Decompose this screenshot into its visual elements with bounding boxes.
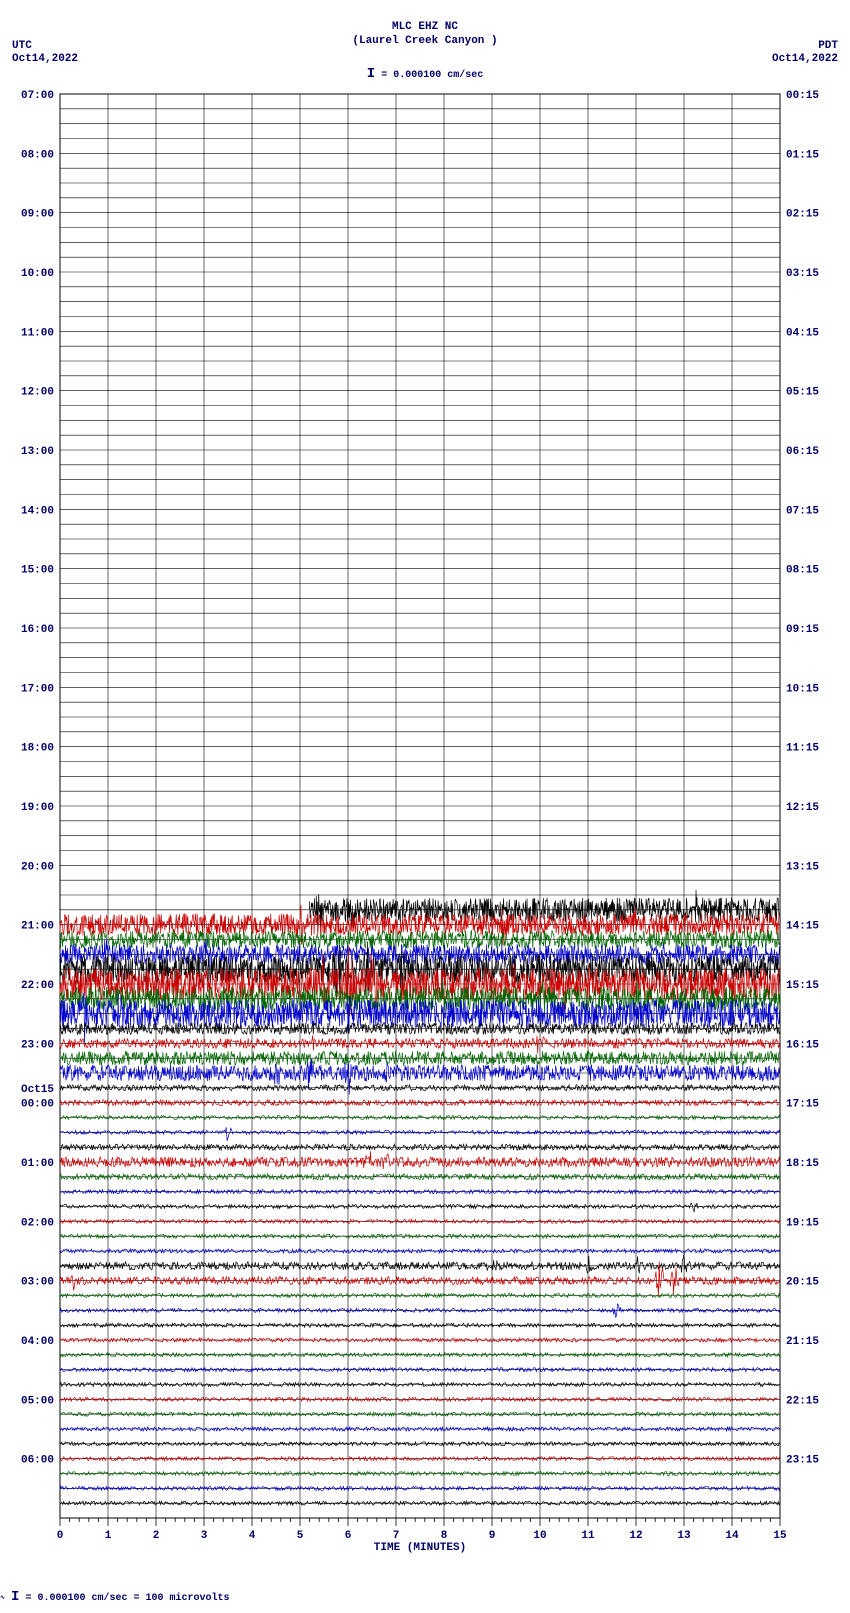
svg-text:TIME (MINUTES): TIME (MINUTES) [374,1542,466,1554]
svg-text:21:15: 21:15 [786,1336,819,1348]
footer-text: = 0.000100 cm/sec = 100 microvolts [25,1593,229,1604]
svg-text:13: 13 [677,1530,691,1542]
svg-text:07:15: 07:15 [786,505,819,517]
left-date-label: Oct14,2022 [12,53,78,66]
right-tz-label: PDT [772,40,838,53]
svg-text:19:00: 19:00 [21,802,54,814]
svg-text:14:00: 14:00 [21,505,54,517]
svg-text:05:00: 05:00 [21,1395,54,1407]
svg-text:5: 5 [297,1530,304,1542]
svg-text:02:15: 02:15 [786,209,819,221]
svg-text:01:15: 01:15 [786,149,819,161]
left-tz-label: UTC [12,40,78,53]
station-name: (Laurel Creek Canyon ) [0,34,850,48]
svg-text:03:15: 03:15 [786,268,819,280]
svg-text:06:15: 06:15 [786,446,819,458]
svg-text:15:15: 15:15 [786,980,819,992]
svg-text:15:00: 15:00 [21,565,54,577]
svg-text:10:00: 10:00 [21,268,54,280]
svg-text:03:00: 03:00 [21,1277,54,1289]
scale-text: = 0.000100 cm/sec [381,70,483,81]
svg-text:13:15: 13:15 [786,861,819,873]
svg-text:16:00: 16:00 [21,624,54,636]
svg-text:15: 15 [773,1530,787,1542]
svg-text:12:15: 12:15 [786,802,819,814]
station-id: MLC EHZ NC [0,20,850,34]
svg-text:04:15: 04:15 [786,327,819,339]
svg-text:17:15: 17:15 [786,1099,819,1111]
svg-text:2: 2 [153,1530,160,1542]
svg-text:3: 3 [201,1530,208,1542]
svg-text:11:00: 11:00 [21,327,54,339]
svg-text:19:15: 19:15 [786,1217,819,1229]
svg-text:00:15: 00:15 [786,90,819,102]
svg-text:0: 0 [57,1530,64,1542]
svg-text:9: 9 [489,1530,496,1542]
svg-text:8: 8 [441,1530,448,1542]
plot-area: 0123456789101112131415TIME (MINUTES)07:0… [60,90,780,1552]
svg-text:18:15: 18:15 [786,1158,819,1170]
svg-text:20:15: 20:15 [786,1277,819,1289]
seismogram-svg: 0123456789101112131415TIME (MINUTES)07:0… [60,90,780,1552]
svg-text:00:00: 00:00 [21,1099,54,1111]
svg-text:10: 10 [533,1530,546,1542]
svg-text:02:00: 02:00 [21,1217,54,1229]
svg-text:4: 4 [249,1530,256,1542]
svg-text:23:15: 23:15 [786,1455,819,1467]
svg-text:07:00: 07:00 [21,90,54,102]
svg-text:7: 7 [393,1530,400,1542]
svg-text:11:15: 11:15 [786,743,819,755]
svg-text:12: 12 [629,1530,642,1542]
svg-text:20:00: 20:00 [21,861,54,873]
svg-text:09:15: 09:15 [786,624,819,636]
scale-indicator: I = 0.000100 cm/sec [367,66,483,82]
svg-text:01:00: 01:00 [21,1158,54,1170]
header-right: PDT Oct14,2022 [772,40,838,66]
svg-text:09:00: 09:00 [21,209,54,221]
svg-text:10:15: 10:15 [786,683,819,695]
svg-text:05:15: 05:15 [786,387,819,399]
footer: ∿ I = 0.000100 cm/sec = 100 microvolts [0,1589,230,1605]
svg-text:14:15: 14:15 [786,921,819,933]
header-left: UTC Oct14,2022 [12,40,78,66]
svg-text:17:00: 17:00 [21,683,54,695]
right-date-label: Oct14,2022 [772,53,838,66]
svg-text:23:00: 23:00 [21,1039,54,1051]
svg-text:12:00: 12:00 [21,387,54,399]
svg-text:11: 11 [581,1530,595,1542]
svg-text:08:15: 08:15 [786,565,819,577]
svg-text:06:00: 06:00 [21,1455,54,1467]
svg-text:6: 6 [345,1530,352,1542]
header-center: MLC EHZ NC (Laurel Creek Canyon ) [0,0,850,49]
seismogram-container: UTC Oct14,2022 MLC EHZ NC (Laurel Creek … [0,0,850,1613]
svg-text:18:00: 18:00 [21,743,54,755]
svg-text:22:15: 22:15 [786,1395,819,1407]
svg-text:13:00: 13:00 [21,446,54,458]
svg-text:04:00: 04:00 [21,1336,54,1348]
svg-text:1: 1 [105,1530,112,1542]
svg-text:Oct15: Oct15 [21,1084,54,1096]
svg-text:16:15: 16:15 [786,1039,819,1051]
svg-text:08:00: 08:00 [21,149,54,161]
svg-text:22:00: 22:00 [21,980,54,992]
svg-text:14: 14 [725,1530,739,1542]
svg-text:21:00: 21:00 [21,921,54,933]
